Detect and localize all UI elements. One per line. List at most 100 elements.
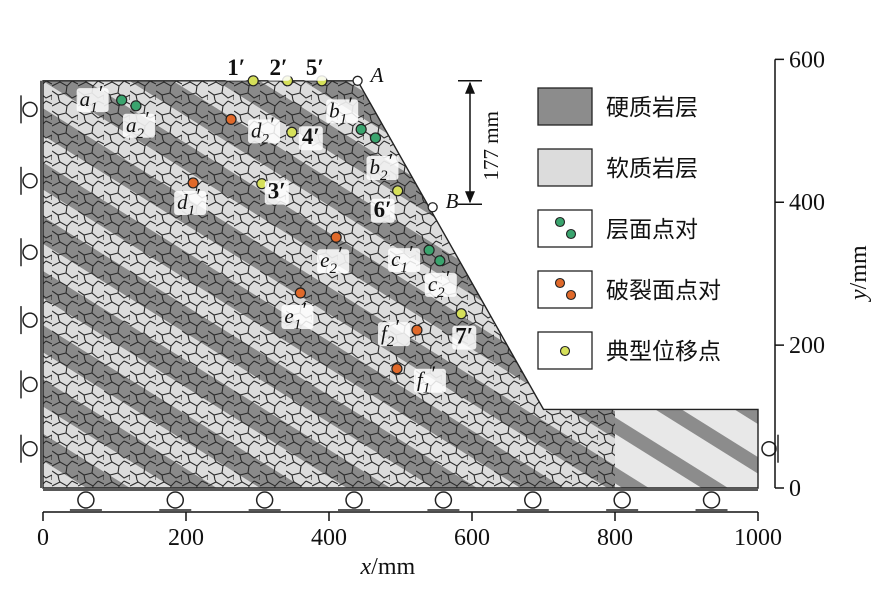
point-label: d2′ [251,112,274,147]
bedding-pair-swatch [537,209,593,248]
point-label-background [266,56,291,81]
right-roller [761,440,777,457]
bottom-roller [255,491,274,509]
displacement-point-marker [247,75,259,87]
point-label-background [174,190,207,215]
legend-marker [554,216,566,228]
y-tick-label: 200 [789,333,825,359]
x-tick-label: 600 [454,525,490,551]
bedding-point-marker [130,100,142,112]
fracture-point-marker [187,177,199,189]
point-label: b2′ [369,149,392,184]
x-tick-label: 800 [597,525,633,551]
base-block [615,409,758,488]
y-tick-label: 400 [789,190,825,216]
fracture-point-marker [411,324,423,336]
left-roller [22,376,38,393]
bedding-point-marker [434,255,446,267]
x-tick-label: 0 [37,525,49,551]
point-label-background [326,99,359,124]
legend-item-soft-rock: 软质岩层 [537,148,698,187]
point-label-background [248,119,281,144]
left-roller [22,101,38,118]
point-label-background [452,325,477,350]
dimension-arrow-up [465,81,475,94]
y-tick-label: 600 [789,47,825,73]
corner-label-a: A [369,63,384,87]
y-tick-label: 0 [789,476,801,502]
point-label: c1′ [391,241,413,276]
point-label: 6′ [374,197,392,222]
point-label: e1′ [284,298,306,333]
bedding-point-marker [355,123,367,135]
point-label: a2′ [126,107,149,142]
fracture-point-marker [330,231,342,243]
bottom-roller [434,491,453,509]
point-label: 4′ [302,124,320,149]
soft-rock-swatch [537,148,593,187]
bottom-roller [166,491,185,509]
legend-label: 破裂面点对 [606,278,721,304]
point-label-background [366,155,399,180]
legend-label: 层面点对 [606,217,698,243]
height-dimension: 177 mm [458,80,503,205]
legend-item-displacement-point: 典型位移点 [537,331,721,370]
point-label: 2′ [270,55,288,80]
monitoring-points: 1′ 2′ 5′ 4′ 3′ 6′ 7′ a1′ a2′ b1′ b2′ c1′ c2′ d1′ d2′ e1… [76,55,477,397]
point-label-background [377,322,410,347]
displacement-point-marker [455,308,467,320]
axes: 0 200 400 600 800 1000 x/mm 0 200 400 600 y/mm [37,47,872,580]
fracture-pair-swatch [537,270,593,309]
legend-marker [565,289,577,301]
point-label: 5′ [306,55,324,80]
corner-label-b: B [446,189,459,213]
point-label: e2′ [320,242,342,277]
x-tick-label: 400 [311,525,347,551]
point-label: 1′ [227,55,245,80]
legend-label: 软质岩层 [606,156,698,182]
x-axis-title: x/mm [360,554,416,580]
point-label-background [388,248,421,273]
legend-marker [554,277,566,289]
displacement-point-marker [392,185,404,197]
left-roller [22,173,38,189]
hard-rock-swatch [537,87,593,126]
point-label: b1′ [329,92,352,127]
left-roller [22,440,38,457]
dimension-arrow-down [465,191,475,204]
point-label-background [370,198,395,223]
fracture-point-marker [294,287,306,299]
bottom-roller [613,491,631,509]
point-label-background [122,113,155,138]
displacement-point-marker [286,126,298,138]
point-label-background [224,56,249,81]
point-label-background [424,272,457,297]
left-roller [22,244,38,260]
point-label: f2′ [381,315,399,350]
slope-outline [42,80,759,489]
point-label: d1′ [177,184,200,219]
boundary-supports [20,80,779,511]
bedding-point-marker [423,244,435,256]
legend-marker [559,345,571,357]
left-roller [22,312,38,328]
legend-item-bedding-pair: 层面点对 [537,209,698,248]
bottom-roller [345,491,363,509]
bottom-roller [702,491,721,509]
x-tick-label: 1000 [734,525,782,551]
legend-label: 典型位移点 [606,339,721,365]
bottom-roller [77,491,95,509]
point-label-background [264,180,289,205]
point-label: f1′ [417,362,435,397]
point-label-background [298,126,323,151]
fracture-point-marker [225,113,237,125]
point-label-background [302,56,327,81]
legend-marker [565,228,577,240]
point-label: 3′ [268,179,286,204]
point-label: 7′ [455,324,473,349]
point-label: a1′ [80,81,103,116]
y-axis-title: y/mm [846,245,872,302]
